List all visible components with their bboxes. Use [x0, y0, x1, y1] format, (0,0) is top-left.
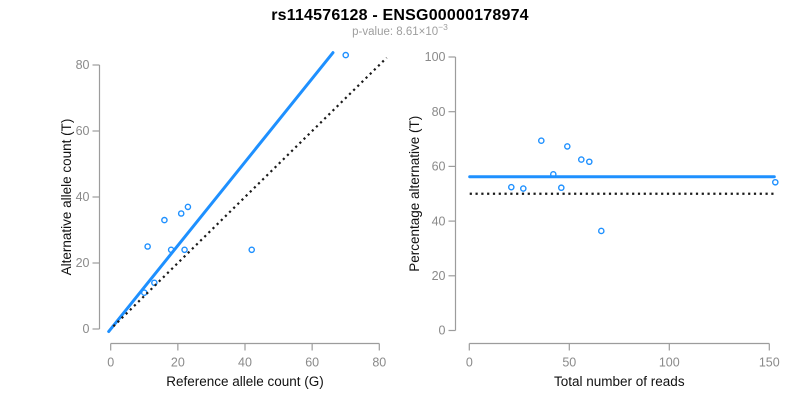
y-tick-label: 60 [76, 124, 90, 138]
x-tick-label: 60 [305, 356, 319, 370]
figure-subtitle: p-value: 8.61×10−3 [0, 23, 800, 38]
data-point [151, 279, 158, 287]
data-point [772, 178, 779, 186]
y-tick-label: 60 [432, 160, 446, 174]
data-point [181, 246, 188, 254]
y-tick-label: 80 [432, 105, 446, 119]
data-point [161, 216, 168, 224]
x-tick-label: 40 [238, 356, 252, 370]
panel-allele-counts: 0 20 40 60 80 0 20 40 60 80 Reference allele count… [59, 51, 388, 389]
y-axis-title: Percentage alternative (T) [407, 116, 422, 272]
y-tick-label: 40 [432, 214, 446, 228]
y-tick-label: 20 [76, 256, 90, 270]
x-tick-label: 150 [759, 356, 780, 370]
identity-line [112, 56, 388, 328]
figure-title: rs114576128 - ENSG00000178974 [271, 7, 529, 24]
y-tick-label: 40 [76, 190, 90, 204]
data-point [538, 137, 545, 144]
x-tick-label: 0 [466, 356, 473, 370]
data-point [177, 210, 185, 217]
fit-line [107, 51, 335, 334]
data-point [342, 51, 350, 59]
y-tick-label: 80 [76, 58, 90, 72]
x-tick-label: 50 [562, 356, 576, 370]
pvalue-exponent: −3 [438, 22, 448, 33]
y-tick-label: 0 [439, 324, 446, 338]
x-axis-title: Reference allele count (G) [166, 374, 324, 389]
y-tick-label: 100 [425, 50, 446, 64]
data-point [184, 203, 192, 211]
x-tick-label: 100 [659, 356, 680, 370]
x-tick-label: 20 [171, 356, 185, 370]
x-axis-title: Total number of reads [554, 374, 685, 389]
data-point [558, 184, 565, 192]
y-tick-label: 20 [432, 269, 446, 283]
data-point [144, 243, 151, 250]
y-axis-title: Alternative allele count (T) [59, 119, 74, 276]
data-point [507, 183, 515, 191]
data-point [586, 158, 593, 166]
data-point [248, 246, 256, 254]
pvalue-text: p-value: 8.61×10 [352, 26, 439, 38]
data-point [578, 156, 585, 163]
panel-percentage-vs-coverage: 0 20 40 60 80 100 0 50 100 150 Total number of rea… [407, 50, 780, 389]
x-tick-label: 80 [372, 356, 386, 370]
y-tick-label: 0 [83, 322, 90, 336]
data-point [520, 185, 527, 192]
x-tick-label: 0 [107, 356, 114, 370]
data-point [598, 227, 605, 235]
data-point [564, 143, 571, 150]
